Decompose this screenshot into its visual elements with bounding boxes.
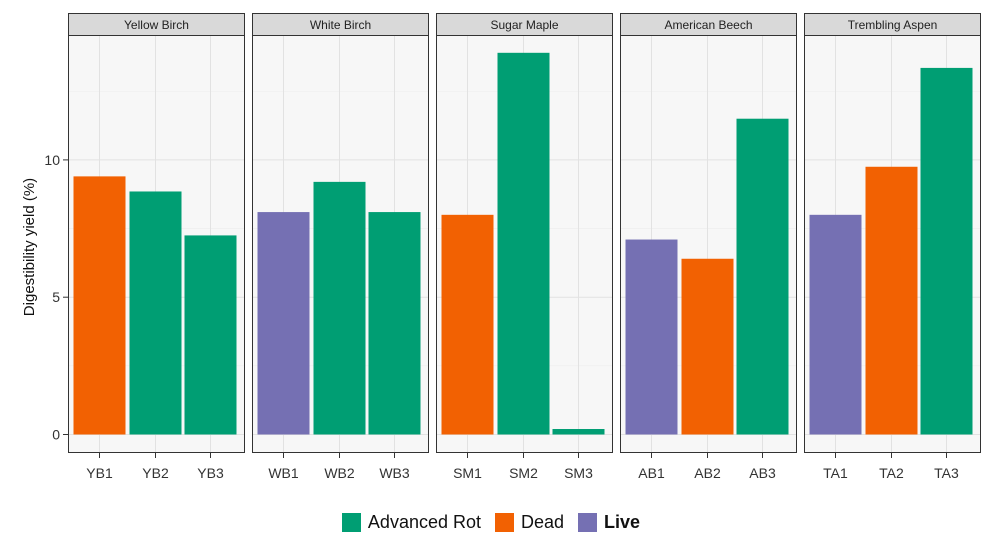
bar-ab1	[625, 239, 678, 435]
x-tick-label: SM3	[564, 465, 593, 481]
panel-strip	[68, 13, 245, 36]
bar-ta2	[865, 166, 918, 435]
panel-sugar-maple: Sugar Maple SM1 SM2 SM3	[436, 13, 613, 481]
legend-item-dead: Dead	[495, 512, 564, 533]
bar-yb2	[129, 191, 182, 435]
panel-trembling-aspen: Trembling Aspen TA1 TA2 TA3	[804, 13, 981, 481]
panel-strip	[804, 13, 981, 36]
bar-ta1	[809, 214, 862, 435]
legend-label-advanced-rot: Advanced Rot	[367, 512, 481, 532]
legend-label-live: Live	[604, 512, 641, 532]
panel-white-birch: White Birch WB1 WB2 WB3	[252, 13, 429, 481]
legend: Advanced Rot Dead Live	[0, 512, 982, 533]
panel-title: American Beech	[664, 18, 752, 32]
panel-yellow-birch: Yellow Birch YB1 YB2 YB3	[68, 13, 245, 481]
panel-strip	[252, 13, 429, 36]
x-tick-label: TA2	[879, 465, 904, 481]
panel-american-beech: American Beech AB1 AB2 AB3	[620, 13, 797, 481]
legend-label-dead: Dead	[521, 512, 565, 532]
bar-ab3	[736, 118, 789, 435]
y-axis-label: Digestibility yield (%)	[21, 178, 38, 316]
bar-yb3	[184, 235, 237, 435]
bar-sm2	[497, 52, 550, 435]
x-tick-label: WB1	[268, 465, 299, 481]
x-tick-label: WB3	[379, 465, 410, 481]
y-axis: 0 5 10	[44, 152, 68, 443]
x-tick-label: SM2	[509, 465, 538, 481]
bar-ta3	[920, 67, 973, 435]
x-tick-label: YB1	[86, 465, 113, 481]
bar-wb2	[313, 181, 366, 435]
y-tick-label: 10	[44, 152, 60, 168]
panel-title: Trembling Aspen	[848, 18, 938, 32]
x-tick-label: SM1	[453, 465, 482, 481]
panel-strip	[620, 13, 797, 36]
legend-swatch-dead	[495, 513, 514, 532]
panel-strip	[436, 13, 613, 36]
legend-item-advanced-rot: Advanced Rot	[341, 512, 481, 533]
x-tick-label: WB2	[324, 465, 355, 481]
legend-item-live: Live	[578, 512, 640, 533]
x-tick-label: AB2	[694, 465, 721, 481]
x-tick-label: AB3	[749, 465, 776, 481]
x-tick-label: AB1	[638, 465, 665, 481]
legend-swatch-live	[578, 513, 598, 532]
bar-wb1	[257, 212, 310, 435]
bar-ab2	[681, 258, 734, 435]
bar-yb1	[73, 176, 126, 435]
panel-title: Yellow Birch	[124, 18, 189, 32]
panel-title: Sugar Maple	[490, 18, 558, 32]
legend-swatch-advanced-rot	[341, 513, 361, 532]
x-tick-label: YB2	[142, 465, 169, 481]
y-tick-label: 5	[52, 289, 60, 305]
bar-wb3	[368, 212, 421, 435]
x-tick-label: YB3	[197, 465, 224, 481]
x-tick-label: TA3	[934, 465, 959, 481]
panel-title: White Birch	[310, 18, 371, 32]
chart-panels: Yellow Birch YB1 YB2 YB3 White Birch WB1 WB2 WB…	[68, 13, 981, 481]
bar-sm1	[441, 214, 494, 435]
bar-sm3	[552, 429, 605, 435]
x-tick-label: TA1	[823, 465, 848, 481]
y-tick-label: 0	[52, 427, 60, 443]
